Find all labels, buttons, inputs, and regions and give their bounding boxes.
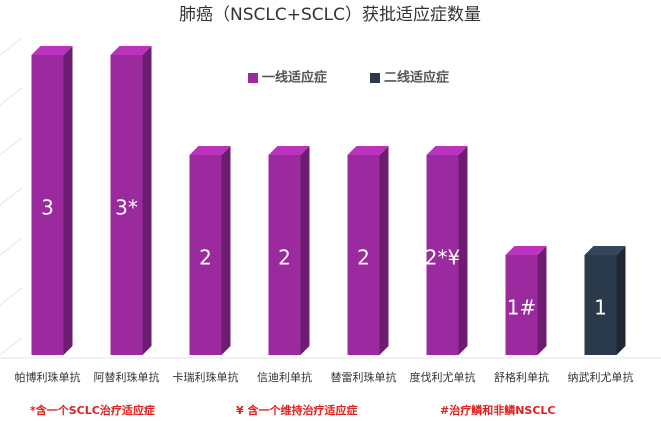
- value-label: 3: [41, 196, 54, 220]
- bar-top: [110, 46, 152, 55]
- bar-side: [63, 46, 73, 355]
- value-label: 2: [278, 246, 291, 270]
- x-tick-label: 帕博利珠单抗: [15, 370, 81, 384]
- bar: [110, 55, 143, 355]
- bar-side: [458, 146, 468, 355]
- x-tick-label: 卡瑞利珠单抗: [173, 370, 239, 384]
- value-label: 2: [357, 246, 370, 270]
- bar-top: [268, 146, 310, 155]
- legend-swatch: [370, 73, 380, 83]
- bar-top: [505, 246, 547, 255]
- x-tick-label: 信迪利单抗: [257, 370, 312, 384]
- x-tick-label: 替雷利珠单抗: [331, 370, 397, 384]
- x-tick-label: 阿替利珠单抗: [94, 370, 160, 384]
- value-label: 1#: [507, 296, 536, 320]
- x-tick-label: 度伐利尤单抗: [410, 370, 476, 384]
- bar-top: [31, 46, 73, 55]
- bar-side: [616, 246, 626, 355]
- bar-side: [142, 46, 152, 355]
- bar: [426, 155, 459, 355]
- value-label: 2*¥: [425, 246, 460, 270]
- bar-side: [379, 146, 389, 355]
- x-tick-label: 纳武利尤单抗: [568, 370, 634, 384]
- bar: [505, 255, 538, 355]
- bar: [584, 255, 617, 355]
- bar-top: [584, 246, 626, 255]
- bar: [268, 155, 301, 355]
- footnote: ¥ 含一个维持治疗适应症: [236, 403, 357, 417]
- bar-side: [300, 146, 310, 355]
- value-label: 3*: [115, 196, 138, 220]
- legend-label: 一线适应症: [262, 70, 327, 86]
- x-tick-label: 舒格利单抗: [494, 370, 549, 384]
- value-label: 1: [594, 296, 607, 320]
- value-label: 2: [199, 246, 212, 270]
- bar: [347, 155, 380, 355]
- bar-top: [189, 146, 231, 155]
- footnote: #治疗鳞和非鳞NSCLC: [440, 403, 556, 417]
- bar-top: [426, 146, 468, 155]
- bar-side: [221, 146, 231, 355]
- legend-label: 二线适应症: [384, 70, 449, 86]
- footnote: *含一个SCLC治疗适应症: [30, 403, 155, 417]
- legend-swatch: [248, 73, 258, 83]
- chart-title: 肺癌（NSCLC+SCLC）获批适应症数量: [179, 5, 481, 25]
- bar-top: [347, 146, 389, 155]
- wall-grid: [0, 37, 661, 359]
- bar-side: [537, 246, 547, 355]
- bar: [31, 55, 64, 355]
- bar: [189, 155, 222, 355]
